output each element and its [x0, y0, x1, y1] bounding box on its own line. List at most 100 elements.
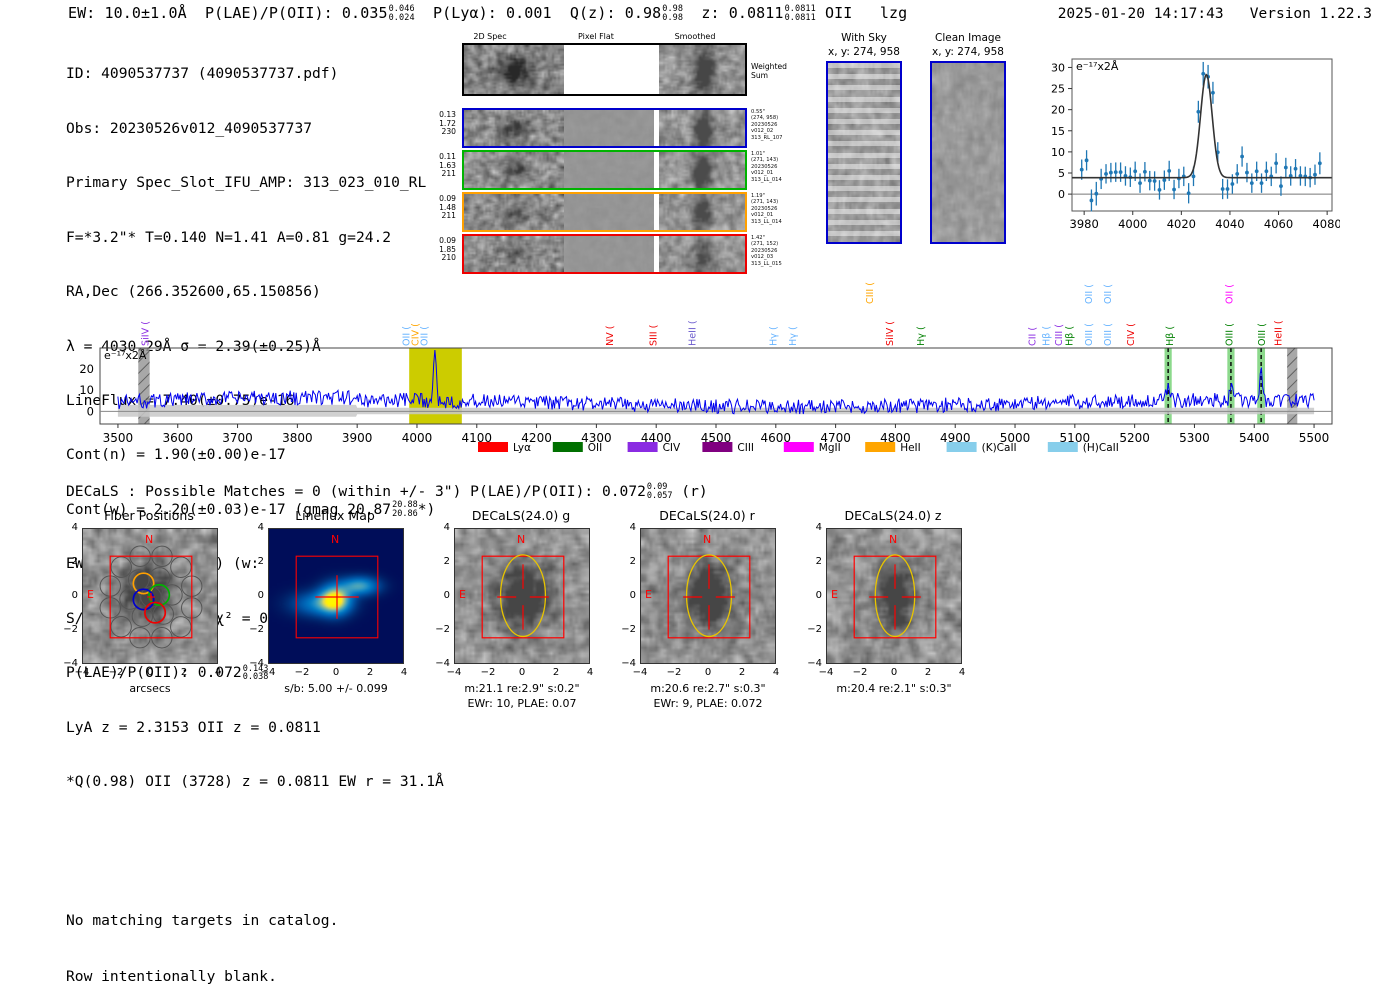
panel-y-tick-label: −4: [249, 658, 264, 669]
x-tick-label: 4020: [1167, 217, 1196, 231]
spec2d-fiber-row: [462, 108, 747, 148]
decals-header-text: DECaLS : Possible Matches = 0 (within +/…: [66, 483, 646, 500]
x-tick-label: 4800: [880, 431, 911, 445]
decals-panel-caption-secondary: EWr: 10, PLAE: 0.07: [467, 697, 577, 710]
spec2d-pixelflat-image: [564, 194, 659, 230]
panel-x-tick-label: 2: [738, 667, 746, 678]
timestamp: 2025-01-20 14:17:43: [1057, 6, 1224, 22]
emission-line-fit-svg: 0 5 10 15 20 25 30 3980 4000 4020 4040 4060 4080 e⁻¹⁷…: [1051, 58, 1340, 231]
flux-unit-annotation: e⁻¹⁷x2Å: [104, 349, 147, 362]
legend-swatch: [478, 442, 508, 452]
spec2d-col-title-1: Pixel Flat: [578, 32, 614, 41]
spec2d-row-metric: 1.48: [439, 202, 456, 212]
x-tick-label: 4400: [641, 431, 672, 445]
compass-east: E: [645, 588, 652, 601]
legend-label: OII: [588, 442, 602, 454]
decals-panel-caption: s/b: 5.00 +/- 0.099: [284, 682, 388, 695]
info-radec: RA,Dec (266.352600,65.150856): [66, 283, 321, 301]
spec2d-weighted-sum-line-0: Weighted: [751, 62, 787, 71]
fiber-circle: [161, 584, 183, 606]
spectral-line-label: Hγ (: [916, 326, 927, 346]
compass-north: N: [703, 533, 712, 546]
spec2d-weighted-smoothed-image: [659, 45, 745, 94]
fiber-circle: [170, 616, 192, 638]
spec2d-row-meta: (271, 143): [751, 199, 779, 206]
spec2d-weighted-sum-label: Weighted Sum: [751, 62, 787, 81]
panel-y-tick-label: −2: [807, 624, 822, 635]
y-tick-label: 20: [1051, 104, 1065, 117]
legend-swatch: [702, 442, 733, 452]
panel-x-tick-label: 2: [924, 667, 932, 678]
decals-panel-axes: [454, 528, 590, 664]
spectral-line-label: Hγ (: [788, 326, 799, 346]
spec2d-smoothed-image: [659, 152, 745, 188]
x-tick-label: 5500: [1299, 431, 1330, 445]
qz-hi: 0.98: [662, 3, 684, 14]
spec2d-row-meta: (274, 958): [751, 115, 779, 122]
spectral-line-label: OIII (: [1257, 323, 1268, 346]
sky-trace-stripe: [828, 152, 900, 158]
spec2d-row-metric: 0.13: [439, 110, 456, 119]
y-tick-label: 25: [1051, 83, 1065, 96]
panel-y-tick-label: −2: [63, 624, 78, 635]
with-sky-image: [826, 61, 902, 244]
full-spectrum-svg: 0 10 20 3500 3600 3700 3800 3900 4000 4100 4200 430…: [79, 282, 1333, 454]
x-tick-label: 4300: [581, 431, 612, 445]
spectral-line-label: Hβ (: [1064, 326, 1075, 346]
panel-x-tick-label: −4: [632, 667, 648, 678]
sky-trace-stripe: [828, 163, 900, 169]
panel-x-tick-label: −4: [446, 667, 462, 678]
x-tick-label: 3600: [162, 431, 193, 445]
highlighted-fiber-circle: [132, 572, 155, 595]
spectral-line-label: OII (: [1225, 284, 1236, 304]
cutout-coords: x, y: 274, 958: [828, 46, 900, 58]
info-lineflux: LineFlux = 7.40(±0.75)e-16: [66, 392, 295, 410]
panel-y-tick-label: −4: [435, 658, 450, 669]
x-tick-label: 5200: [1119, 431, 1150, 445]
info-plae-hi: 0.143: [242, 663, 269, 674]
legend-label: CIII: [737, 442, 754, 454]
plae-poii-lo: 0.024: [388, 12, 415, 23]
x-tick-label: 3700: [222, 431, 253, 445]
spectral-line-label: OIII (: [1225, 323, 1236, 346]
decals-panel-title: Lineflux Map: [295, 508, 375, 523]
panel-x-tick-label: −2: [294, 667, 310, 678]
panel-y-tick-label: −4: [807, 658, 822, 669]
spec2d-row-meta: 20230526: [751, 247, 778, 254]
sky-trace-stripe: [828, 119, 900, 124]
fiber-circle: [131, 605, 154, 627]
decals-panel-overlay: [853, 554, 937, 639]
panel-y-tick-label: −2: [249, 624, 264, 635]
decals-cutout-row: Fiber Positions N E −4 −2 0 2 4 4 2 0 −2 −4 arcsecs Li…: [60, 508, 1060, 733]
decals-panel-axes: [826, 528, 962, 664]
x-tick-label: 3980: [1070, 217, 1099, 231]
y-tick-label: 30: [1051, 61, 1065, 74]
qz-label: Q(z): 0.98: [569, 4, 662, 22]
decals-panel-caption: m:20.6 re:2.7" s:0.3": [650, 682, 766, 695]
spec2d-row-meta: v012_01: [751, 212, 774, 219]
y-tick-label: 0: [1058, 188, 1065, 201]
info-obs: Obs: 20230526v012_4090537737: [66, 119, 313, 137]
z-hi: 0.0811: [784, 3, 816, 14]
fiber-circle: [110, 556, 132, 578]
spec2d-2dspec-image: [464, 194, 564, 230]
qz-lo: 0.98: [662, 12, 684, 23]
y-tick-label: 5: [1058, 167, 1065, 180]
decals-header: DECaLS : Possible Matches = 0 (within +/…: [66, 483, 708, 501]
info-plae-text: P(LAE)/P(OII): 0.072: [66, 664, 242, 682]
decals-panel-axes: [82, 528, 218, 664]
aperture-box: [667, 555, 751, 639]
panel-x-tick-label: 4: [772, 667, 780, 678]
footer-line-1: No matching targets in catalog.: [66, 912, 339, 929]
legend-swatch: [946, 442, 977, 452]
decals-header-tail: (r): [681, 483, 708, 500]
panel-y-tick-label: 4: [815, 522, 822, 533]
spec2d-weighted-sum-row: [462, 43, 747, 96]
panel-x-tick-label: 2: [552, 667, 560, 678]
panel-y-tick-label: 4: [257, 522, 264, 533]
summary-header-line: EW: 10.0±1.0Å P(LAE)/P(OII): 0.035 0.046 0…: [68, 4, 907, 22]
spec2d-row-metric: 211: [441, 169, 457, 179]
decals-plae-lo: 0.057: [646, 491, 673, 501]
x-tick-label: 5000: [1000, 431, 1031, 445]
spec2d-row-meta: 20230526: [751, 205, 778, 212]
